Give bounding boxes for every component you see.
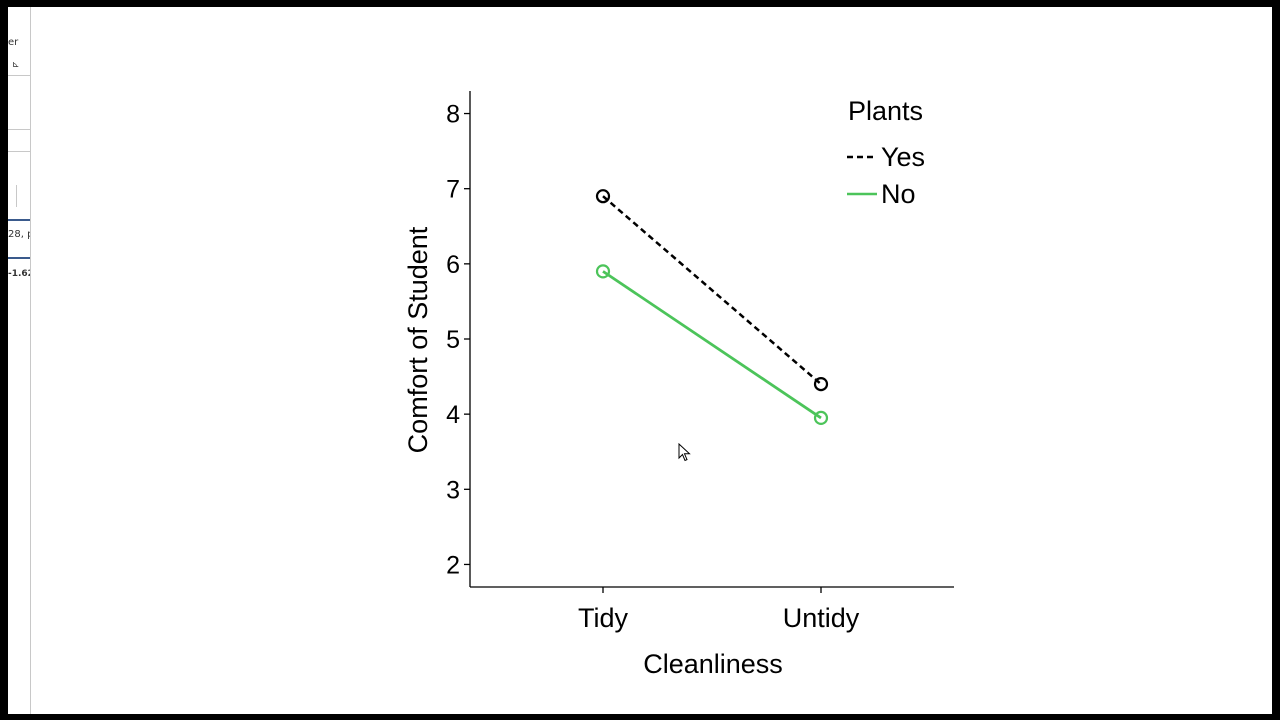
y-tick-label: 2	[446, 551, 460, 579]
x-tick-label: Tidy	[578, 603, 629, 633]
outline-divider	[8, 151, 30, 152]
outline-divider	[8, 257, 30, 259]
series-line-yes	[602, 195, 822, 386]
y-tick-label: 7	[446, 176, 460, 204]
legend-title: Plants	[848, 96, 923, 126]
output-viewer-window: er ⊾ 28, p -1.62 2 3 4 5 6 7 8 Tidy Untidy Plan…	[8, 7, 1272, 714]
data-point-yes	[813, 376, 829, 392]
y-tick-label: 8	[446, 101, 460, 129]
y-tick-label: 5	[446, 326, 460, 354]
y-axis-label: Comfort of Student	[403, 226, 433, 453]
series-line-no	[602, 270, 822, 420]
x-axis-label: Cleanliness	[643, 649, 783, 679]
data-point-no	[813, 410, 829, 426]
outline-divider	[8, 219, 30, 221]
legend-label-no: No	[881, 179, 916, 209]
mouse-pointer-icon	[678, 443, 691, 462]
expand-icon[interactable]: ⊾	[12, 60, 20, 70]
chart-series	[595, 189, 829, 426]
data-point-no	[595, 264, 611, 279]
y-axis-ticks: 2 3 4 5 6 7 8	[446, 101, 470, 579]
chart-legend: Plants Yes No	[847, 96, 925, 209]
y-tick-label: 4	[446, 401, 460, 429]
x-tick-label: Untidy	[783, 603, 860, 633]
y-tick-label: 3	[446, 476, 460, 504]
outline-divider	[8, 129, 30, 130]
outline-fragment-2: 28, p	[8, 229, 31, 240]
interaction-line-chart: 2 3 4 5 6 7 8 Tidy Untidy Plants Yes No Cleanlin…	[8, 7, 1272, 714]
output-outline-panel[interactable]: er ⊾ 28, p -1.62	[8, 7, 31, 714]
outline-fragment-1: er	[8, 37, 19, 48]
legend-label-yes: Yes	[881, 142, 925, 172]
outline-divider	[8, 75, 30, 76]
data-point-yes	[595, 189, 611, 204]
outline-divider	[16, 185, 17, 207]
y-tick-label: 6	[446, 251, 460, 279]
x-axis-ticks: Tidy Untidy	[578, 587, 860, 633]
outline-fragment-3: -1.62	[8, 269, 30, 279]
